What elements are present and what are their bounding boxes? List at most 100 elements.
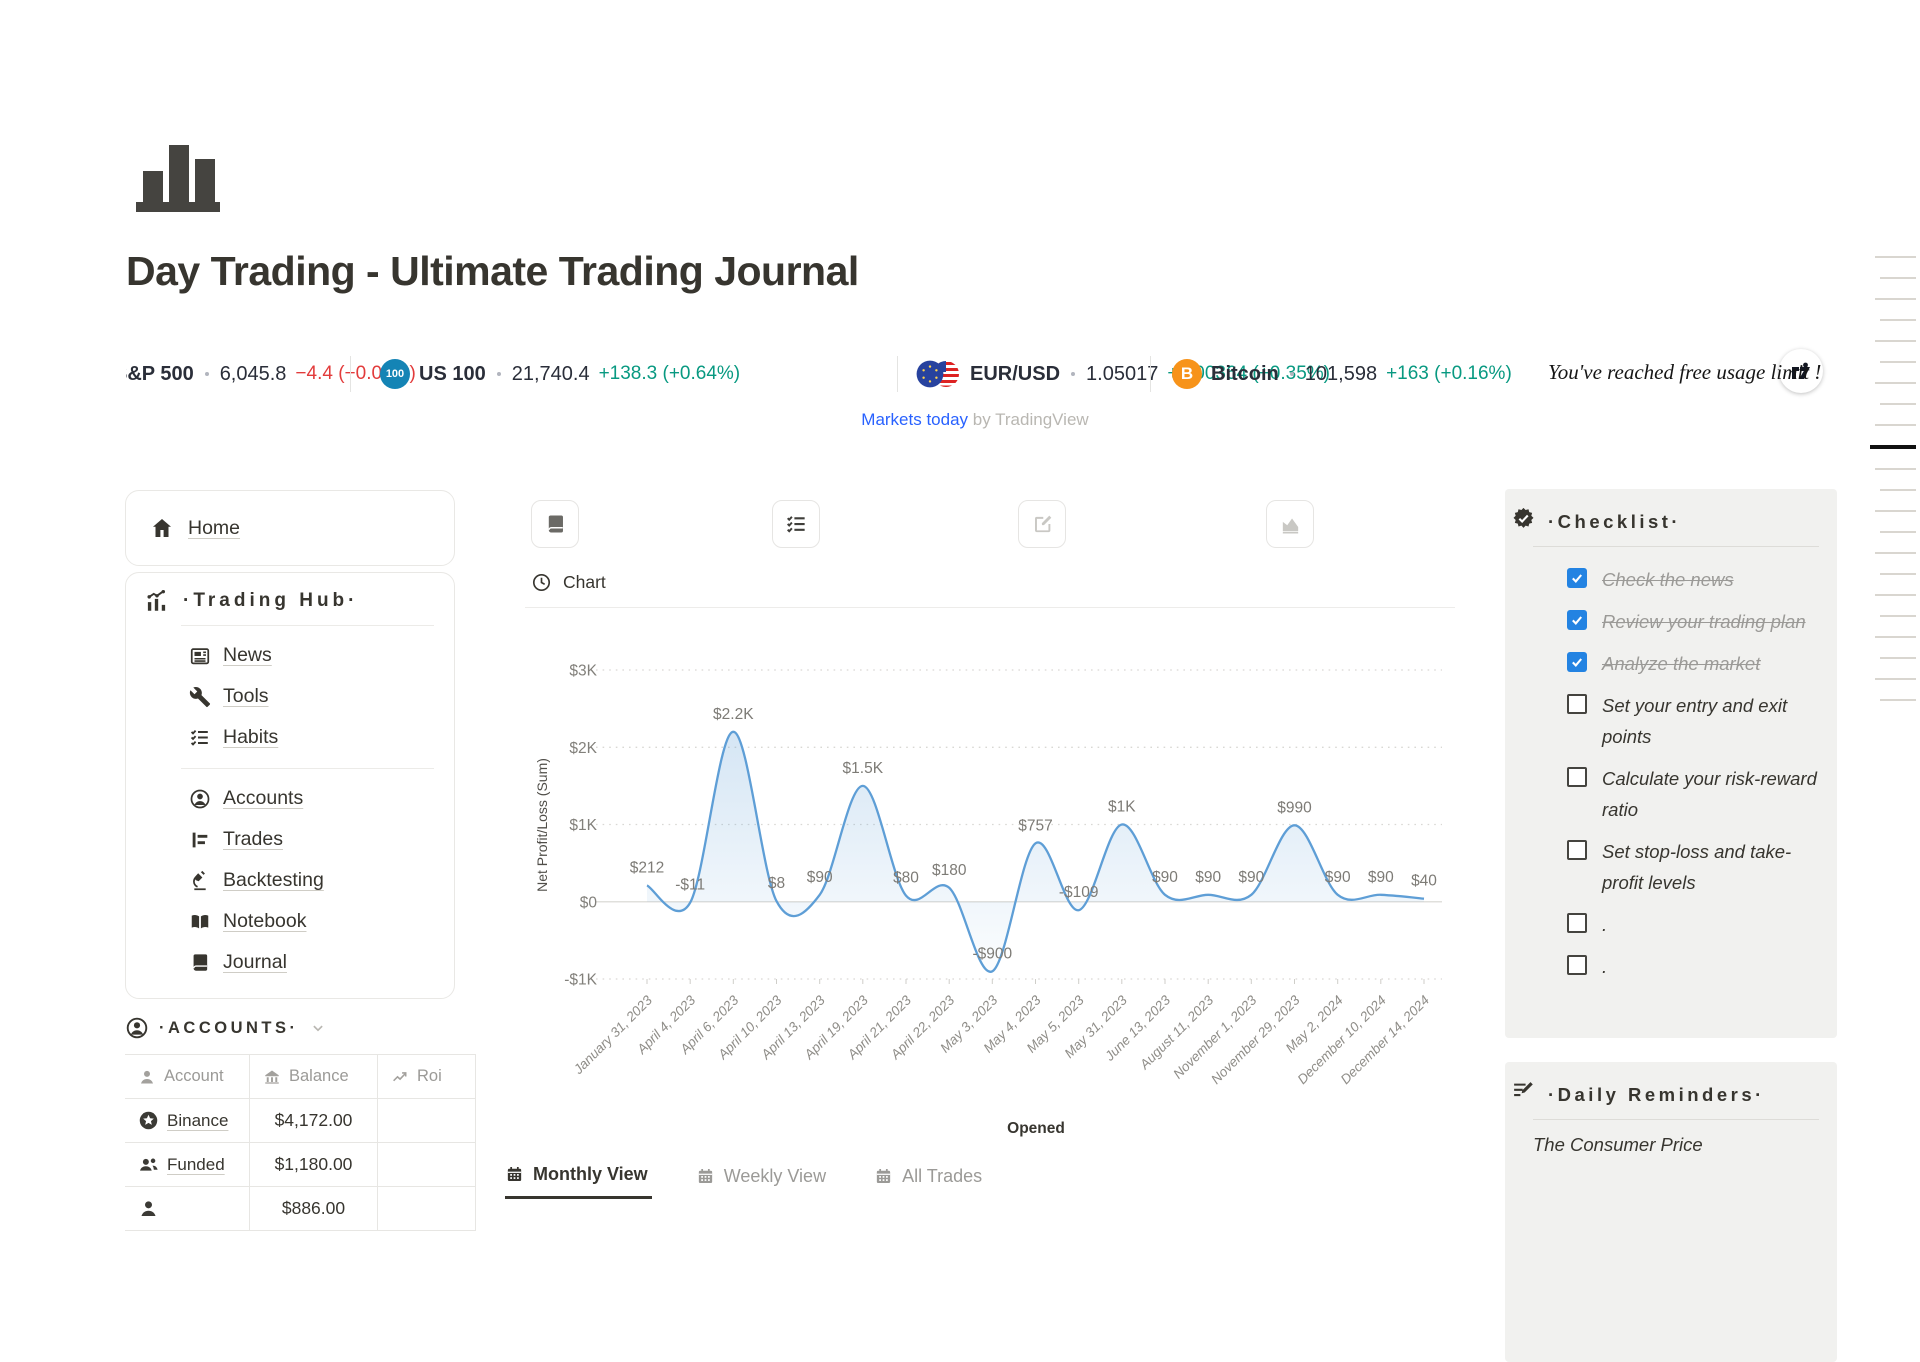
- outline-dash[interactable]: [1875, 340, 1916, 342]
- sidebar-item-tools[interactable]: Tools: [126, 676, 454, 717]
- seal-check-icon: [1511, 506, 1536, 531]
- outline-dash[interactable]: [1875, 382, 1916, 384]
- column-header-roi[interactable]: Roi: [378, 1055, 476, 1098]
- checkbox-unchecked[interactable]: [1567, 913, 1587, 933]
- outline-dash[interactable]: [1875, 256, 1916, 258]
- checklist-header: ·Checklist·: [1505, 489, 1837, 538]
- sidebar-item-trades[interactable]: Trades: [126, 819, 454, 860]
- account-cell[interactable]: [125, 1187, 250, 1230]
- sidebar-item-backtesting[interactable]: Backtesting: [126, 860, 454, 901]
- accounts-table: Account Balance Roi Binance $4,172.00 Fund…: [125, 1054, 476, 1231]
- markets-today-link[interactable]: Markets today: [861, 410, 969, 429]
- sidebar-item-label: Trades: [223, 828, 283, 850]
- tab-weekly-view[interactable]: Weekly View: [696, 1164, 830, 1199]
- outline-dash[interactable]: [1880, 319, 1916, 321]
- outline-dash[interactable]: [1875, 510, 1916, 512]
- ticker-symbol: EUR/USD: [970, 362, 1061, 385]
- calendar-icon: [505, 1165, 524, 1184]
- ticker-separator: [897, 356, 898, 392]
- trading-hub-header: ·Trading Hub·: [126, 573, 454, 614]
- checklist-button[interactable]: [772, 500, 820, 548]
- outline-dash[interactable]: [1875, 552, 1916, 554]
- tab-all-trades[interactable]: All Trades: [874, 1164, 986, 1199]
- balance-cell: $886.00: [250, 1187, 378, 1230]
- svg-text:-$109: -$109: [1059, 884, 1099, 901]
- calendar-icon: [874, 1167, 893, 1186]
- outline-dash[interactable]: [1880, 699, 1916, 701]
- outline-dash[interactable]: [1875, 424, 1916, 426]
- checkbox-checked[interactable]: [1567, 652, 1587, 672]
- ticker-change: +0.00364 (+0.35%): [1167, 363, 1330, 384]
- checklist-item-label: Analyze the market: [1602, 653, 1761, 674]
- checklist-item: Analyze the market: [1567, 648, 1819, 679]
- accounts-section-header[interactable]: ·ACCOUNTS·: [125, 1012, 327, 1044]
- account-cell[interactable]: Funded: [125, 1143, 250, 1186]
- sidebar-item-notebook[interactable]: Notebook: [126, 901, 454, 942]
- account-cell[interactable]: Binance: [125, 1099, 250, 1142]
- outline-dash[interactable]: [1875, 468, 1916, 470]
- balance-cell: $4,172.00: [250, 1099, 378, 1142]
- ticker-separator: [1150, 356, 1151, 392]
- roi-cell: [378, 1187, 476, 1230]
- sidebar-item-accounts[interactable]: Accounts: [126, 778, 454, 819]
- checkbox-unchecked[interactable]: [1567, 955, 1587, 975]
- outline-dash[interactable]: [1880, 531, 1916, 533]
- checkbox-unchecked[interactable]: [1567, 767, 1587, 787]
- outline-dash[interactable]: [1880, 573, 1916, 575]
- checklist-item-label: Set stop-loss and take-profit levels: [1602, 841, 1792, 893]
- checkbox-checked[interactable]: [1567, 610, 1587, 630]
- checklist-panel: ·Checklist· Check the news Review your tr…: [1505, 489, 1837, 1038]
- tradingview-logo-badge[interactable]: [1779, 349, 1823, 393]
- tab-monthly-view[interactable]: Monthly View: [505, 1164, 652, 1199]
- checkbox-unchecked[interactable]: [1567, 694, 1587, 714]
- ticker-item-us-100[interactable]: 100 US 100 21,740.4 +138.3 (+0.64%): [380, 352, 740, 396]
- sidebar-item-label: Notebook: [223, 910, 307, 932]
- column-header-account[interactable]: Account: [125, 1055, 250, 1098]
- home-icon: [150, 516, 174, 540]
- ticker-item-eur-usd[interactable]: EUR/USD 1.05017 +0.00364 (+0.35%): [915, 352, 1330, 396]
- account-link[interactable]: Binance: [167, 1110, 229, 1130]
- sidebar-item-habits[interactable]: Habits: [126, 717, 454, 758]
- outline-dash[interactable]: [1880, 361, 1916, 363]
- tab-label: Monthly View: [533, 1164, 648, 1184]
- outline-dash[interactable]: [1880, 277, 1916, 279]
- ticker-separator: [350, 356, 351, 392]
- account-link[interactable]: Funded: [167, 1154, 225, 1174]
- outline-dash[interactable]: [1875, 594, 1916, 596]
- sidebar-item-home[interactable]: Home: [125, 490, 455, 566]
- svg-text:$990: $990: [1277, 799, 1312, 816]
- roi-cell: [378, 1099, 476, 1142]
- daily-reminders-title: ·Daily Reminders·: [1548, 1084, 1765, 1105]
- checklist-item-label: Calculate your risk-reward ratio: [1602, 768, 1817, 820]
- outline-dash[interactable]: [1880, 657, 1916, 659]
- compose-button[interactable]: [1018, 500, 1066, 548]
- divider: [1533, 546, 1819, 547]
- outline-dash[interactable]: [1875, 636, 1916, 638]
- outline-dash[interactable]: [1880, 615, 1916, 617]
- svg-text:$180: $180: [932, 862, 967, 879]
- markets-attribution: Markets today by TradingView: [125, 410, 1825, 430]
- journal-button[interactable]: [531, 500, 579, 548]
- ticker-price: 21,740.4: [511, 362, 590, 385]
- person-icon: [138, 1068, 156, 1086]
- sidebar-item-news[interactable]: News: [126, 635, 454, 676]
- chevron-down-icon[interactable]: [309, 1019, 327, 1037]
- ticker-item-s-p-500[interactable]: S&P 500 6,045.8 −4.4 (−0.07%): [114, 352, 416, 396]
- outline-dash[interactable]: [1880, 403, 1916, 405]
- checkbox-unchecked[interactable]: [1567, 840, 1587, 860]
- svg-text:$90: $90: [1152, 869, 1178, 886]
- outline-dash[interactable]: [1880, 489, 1916, 491]
- svg-text:$3K: $3K: [569, 663, 597, 680]
- outline-dash-active[interactable]: [1870, 445, 1916, 449]
- sidebar-item-journal[interactable]: Journal: [126, 942, 454, 983]
- column-header-balance[interactable]: Balance: [250, 1055, 378, 1098]
- checkbox-checked[interactable]: [1567, 568, 1587, 588]
- outline-dash[interactable]: [1875, 298, 1916, 300]
- ticker-item-bitcoin[interactable]: B Bitcoin 101,598 +163 (+0.16%): [1172, 352, 1512, 396]
- svg-text:$40: $40: [1411, 873, 1437, 890]
- outline-dash[interactable]: [1875, 678, 1916, 680]
- chart-block-header[interactable]: Chart: [531, 572, 606, 593]
- page-outline-indicator[interactable]: [1870, 256, 1916, 720]
- area-chart-button[interactable]: [1266, 500, 1314, 548]
- svg-text:$212: $212: [630, 859, 664, 876]
